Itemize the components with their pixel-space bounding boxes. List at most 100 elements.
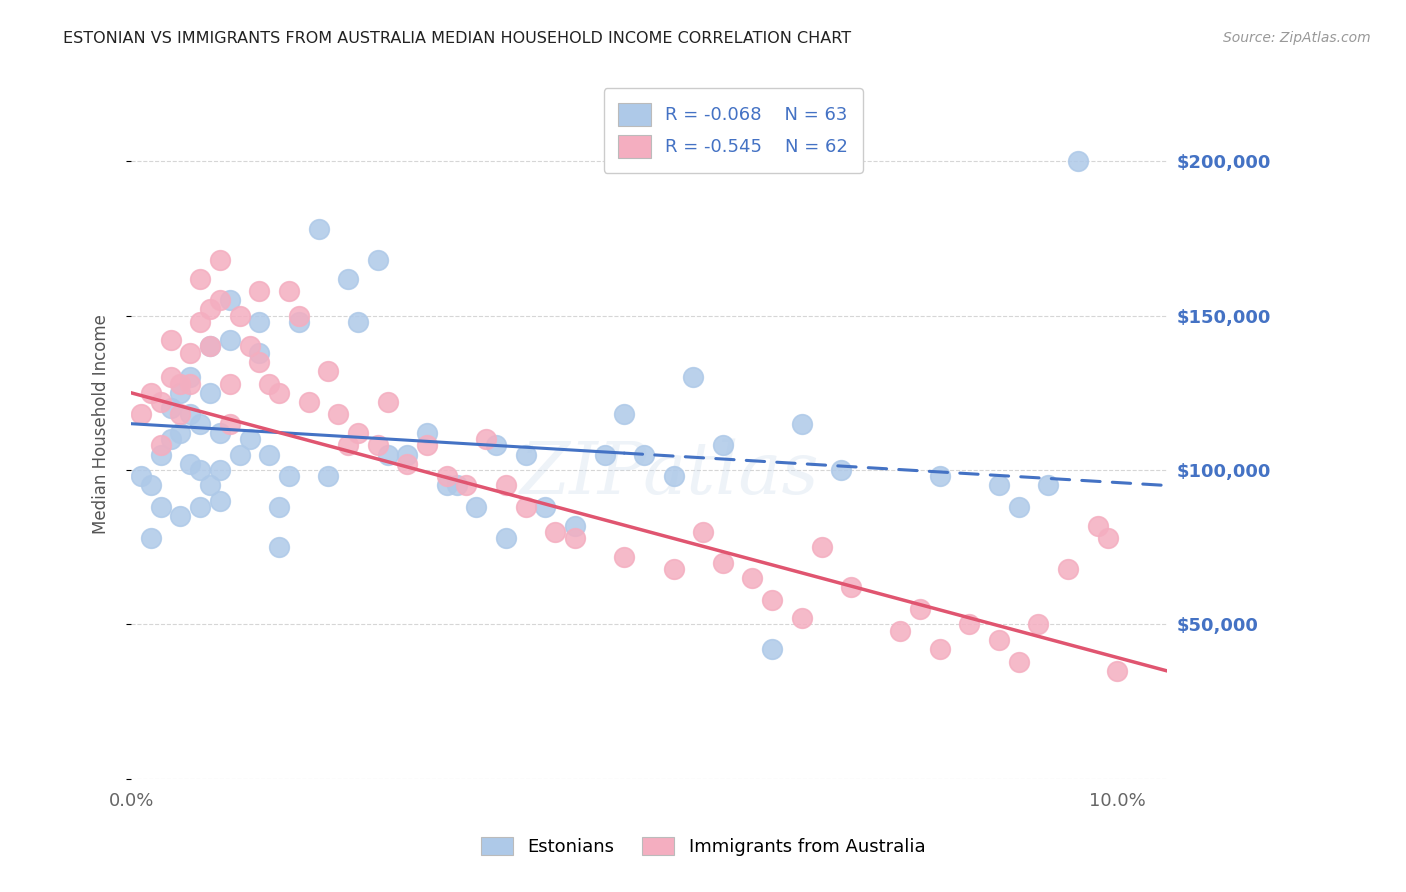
- Point: [810, 541, 832, 555]
- Point: [928, 469, 950, 483]
- Point: [269, 541, 291, 555]
- Point: [238, 432, 260, 446]
- Point: [159, 370, 181, 384]
- Point: [692, 524, 714, 539]
- Point: [396, 457, 419, 471]
- Point: [318, 364, 340, 378]
- Point: [208, 252, 231, 267]
- Point: [278, 469, 301, 483]
- Point: [218, 417, 240, 431]
- Point: [129, 469, 152, 483]
- Point: [139, 531, 162, 545]
- Legend: Estonians, Immigrants from Australia: Estonians, Immigrants from Australia: [474, 830, 932, 863]
- Point: [188, 500, 211, 515]
- Point: [367, 438, 389, 452]
- Y-axis label: Median Household Income: Median Household Income: [93, 314, 110, 533]
- Point: [564, 518, 586, 533]
- Point: [485, 438, 508, 452]
- Point: [179, 370, 201, 384]
- Point: [247, 284, 270, 298]
- Point: [1067, 154, 1090, 169]
- Point: [436, 478, 458, 492]
- Point: [889, 624, 911, 638]
- Point: [1097, 531, 1119, 545]
- Point: [208, 425, 231, 440]
- Point: [416, 438, 439, 452]
- Point: [208, 293, 231, 308]
- Point: [218, 334, 240, 348]
- Point: [198, 302, 221, 317]
- Point: [149, 395, 172, 409]
- Point: [928, 642, 950, 657]
- Point: [515, 500, 537, 515]
- Point: [308, 222, 330, 236]
- Point: [169, 385, 191, 400]
- Point: [495, 531, 517, 545]
- Point: [269, 500, 291, 515]
- Point: [436, 469, 458, 483]
- Point: [465, 500, 488, 515]
- Point: [1008, 500, 1031, 515]
- Point: [1057, 562, 1080, 576]
- Point: [169, 376, 191, 391]
- Point: [169, 425, 191, 440]
- Point: [347, 425, 370, 440]
- Point: [318, 469, 340, 483]
- Point: [198, 385, 221, 400]
- Point: [159, 401, 181, 416]
- Point: [741, 571, 763, 585]
- Point: [534, 500, 557, 515]
- Point: [139, 478, 162, 492]
- Point: [839, 581, 862, 595]
- Point: [188, 417, 211, 431]
- Point: [416, 425, 439, 440]
- Point: [288, 315, 311, 329]
- Point: [218, 293, 240, 308]
- Point: [179, 408, 201, 422]
- Point: [288, 309, 311, 323]
- Point: [208, 463, 231, 477]
- Point: [544, 524, 567, 539]
- Point: [159, 432, 181, 446]
- Point: [269, 385, 291, 400]
- Point: [257, 376, 280, 391]
- Point: [475, 432, 498, 446]
- Point: [278, 284, 301, 298]
- Point: [188, 315, 211, 329]
- Point: [633, 448, 655, 462]
- Point: [1107, 664, 1129, 678]
- Point: [179, 345, 201, 359]
- Point: [247, 345, 270, 359]
- Point: [790, 417, 813, 431]
- Text: ZIPatlas: ZIPatlas: [520, 438, 820, 508]
- Point: [761, 642, 783, 657]
- Point: [198, 478, 221, 492]
- Point: [593, 448, 616, 462]
- Point: [367, 252, 389, 267]
- Point: [337, 271, 360, 285]
- Point: [188, 463, 211, 477]
- Point: [188, 271, 211, 285]
- Point: [208, 494, 231, 508]
- Point: [662, 562, 685, 576]
- Point: [682, 370, 704, 384]
- Point: [988, 632, 1011, 647]
- Point: [328, 408, 350, 422]
- Point: [711, 556, 734, 570]
- Point: [218, 376, 240, 391]
- Point: [988, 478, 1011, 492]
- Point: [149, 448, 172, 462]
- Point: [129, 408, 152, 422]
- Point: [159, 334, 181, 348]
- Point: [456, 478, 478, 492]
- Point: [149, 438, 172, 452]
- Point: [238, 339, 260, 353]
- Point: [377, 448, 399, 462]
- Point: [257, 448, 280, 462]
- Point: [247, 315, 270, 329]
- Point: [1028, 617, 1050, 632]
- Point: [711, 438, 734, 452]
- Point: [495, 478, 517, 492]
- Point: [228, 448, 250, 462]
- Point: [198, 339, 221, 353]
